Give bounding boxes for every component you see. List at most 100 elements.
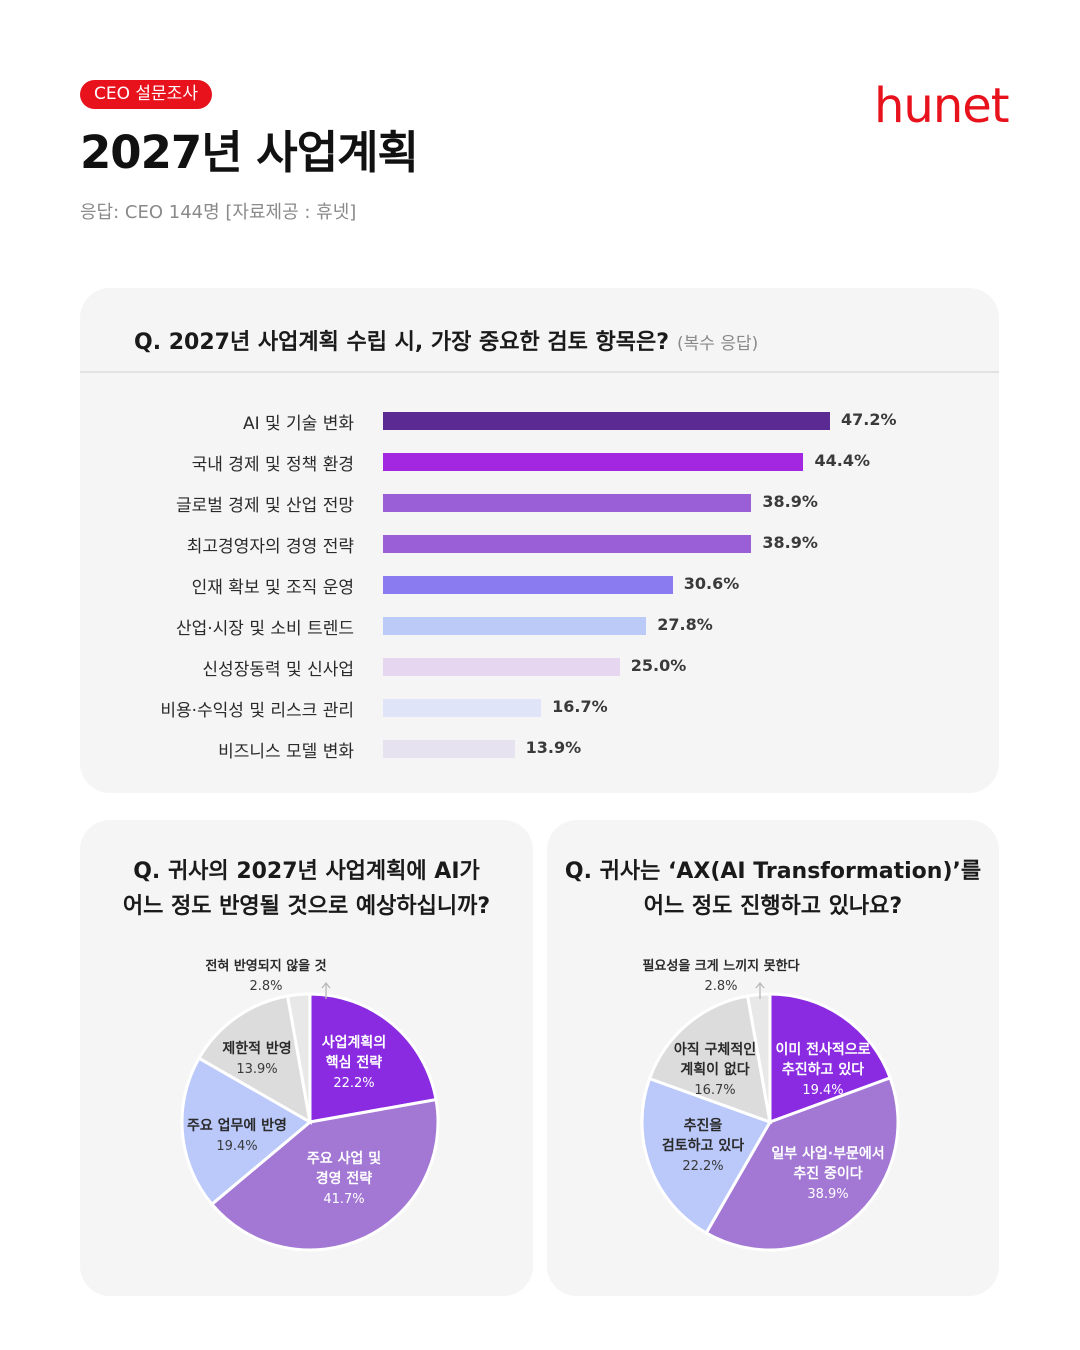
- pie-panel-ax-progress: Q. 귀사는 ‘AX(AI Transformation)’를 어느 정도 진행…: [547, 820, 999, 1296]
- page-title: 2027년 사업계획: [80, 126, 419, 179]
- multiple-response-note: (복수 응답): [677, 334, 759, 354]
- bar-category-label: 국내 경제 및 정책 환경: [191, 455, 354, 475]
- bar-value-label: 38.9%: [762, 533, 818, 552]
- pie-label-text: 검토하고 있다: [662, 1137, 744, 1154]
- pie-slice-label: 필요성을 크게 느끼지 못한다 2.8%: [642, 958, 800, 999]
- pie-slice-label: 주요 사업 및경영 전략 41.7%: [307, 1150, 381, 1207]
- bar-value-label: 16.7%: [552, 697, 608, 716]
- pointer-arrow: [321, 981, 331, 999]
- pie-label-text: 추진 중이다: [793, 1165, 862, 1182]
- bar-question: Q. 2027년 사업계획 수립 시, 가장 중요한 검토 항목은? (복수 응답…: [134, 324, 758, 356]
- bar: [383, 412, 830, 430]
- pie1-question-line1: Q. 귀사의 2027년 사업계획에 AI가: [133, 859, 480, 884]
- bar-value-label: 13.9%: [525, 738, 582, 757]
- pie-slice: [196, 994, 313, 1125]
- pie-panel-ai-reflection: Q. 귀사의 2027년 사업계획에 AI가 어느 정도 반영될 것으로 예상하…: [80, 820, 533, 1296]
- bar-category-label: 산업·시장 및 소비 트렌드: [175, 619, 354, 639]
- bar-value-label: 27.8%: [657, 615, 713, 634]
- pointer-arrow: [755, 981, 765, 999]
- pie-value-text: 2.8%: [249, 979, 282, 994]
- bar-value-label: 38.9%: [762, 492, 818, 511]
- pie-label-text: 전혀 반영되지 않을 것: [205, 958, 326, 974]
- bar-category-label: 비즈니스 모델 변화: [218, 742, 354, 762]
- pie-value-text: 19.4%: [802, 1083, 843, 1098]
- bar-value-label: 25.0%: [630, 656, 687, 675]
- bar-value-label: 47.2%: [841, 410, 897, 429]
- bar-row: 신성장동력 및 신사업 25.0%: [80, 656, 999, 680]
- bar-row: 산업·시장 및 소비 트렌드 27.8%: [80, 615, 999, 639]
- pie-slice: [704, 1075, 900, 1252]
- bar: [383, 494, 752, 512]
- bar-category-label: 인재 확보 및 조직 운영: [191, 578, 354, 598]
- bar: [383, 535, 752, 553]
- respondents-note: 응답: CEO 144명 [자료제공 : 휴넷]: [80, 202, 357, 223]
- pie-slice: [647, 994, 772, 1125]
- pie-label-text: 계획이 없다: [680, 1061, 749, 1078]
- pie-label-text: 일부 사업·부문에서: [771, 1146, 884, 1162]
- bar-row: 비즈니스 모델 변화 13.9%: [80, 738, 999, 762]
- pie-label-text: 추진을: [684, 1117, 723, 1134]
- bar: [383, 699, 542, 717]
- bar: [383, 740, 515, 758]
- pie-value-text: 2.8%: [704, 979, 737, 994]
- pie-label-text: 핵심 전략: [326, 1054, 383, 1071]
- bar: [383, 658, 620, 676]
- pie-value-text: 22.2%: [682, 1159, 723, 1174]
- divider: [80, 371, 999, 373]
- bar-category-label: 신성장동력 및 신사업: [202, 660, 354, 680]
- pie-label-text: 필요성을 크게 느끼지 못한다: [642, 958, 799, 974]
- bar-value-label: 30.6%: [683, 574, 740, 593]
- pie-label-text: 경영 전략: [316, 1170, 373, 1187]
- pie-value-text: 16.7%: [694, 1083, 735, 1098]
- bar-row: 인재 확보 및 조직 운영 30.6%: [80, 574, 999, 598]
- pie2-question-line1: Q. 귀사는 ‘AX(AI Transformation)’를: [564, 859, 982, 884]
- bar: [383, 576, 673, 594]
- pie-label-text: 아직 구체적인: [674, 1041, 756, 1058]
- pie-label-text: 주요 업무에 반영: [187, 1117, 287, 1134]
- pie1-question-line2: 어느 정도 반영될 것으로 예상하십니까?: [122, 894, 491, 919]
- bar-row: AI 및 기술 변화 47.2%: [80, 410, 999, 434]
- bar-category-label: 최고경영자의 경영 전략: [186, 537, 354, 557]
- bar-chart-panel: Q. 2027년 사업계획 수립 시, 가장 중요한 검토 항목은? (복수 응답…: [80, 288, 999, 793]
- pie-label-text: 제한적 반영: [222, 1040, 291, 1057]
- pie-slice: [640, 1076, 773, 1236]
- pie-slice-label: 제한적 반영 13.9%: [222, 1040, 291, 1077]
- bar-value-label: 44.4%: [814, 451, 870, 470]
- pie-slice-label: 주요 업무에 반영 19.4%: [187, 1117, 287, 1154]
- pie-slice: [285, 992, 312, 1123]
- hunet-logo: hunet: [874, 78, 1010, 134]
- bar-row: 최고경영자의 경영 전략 38.9%: [80, 533, 999, 557]
- pie-slice: [308, 992, 438, 1124]
- pie2-question-line2: 어느 정도 진행하고 있나요?: [643, 894, 903, 919]
- pie-value-text: 38.9%: [807, 1187, 848, 1202]
- bar: [383, 617, 647, 635]
- bar-category-label: 글로벌 경제 및 산업 전망: [175, 496, 354, 516]
- bar-row: 비용·수익성 및 리스크 관리 16.7%: [80, 697, 999, 721]
- pie-slice: [209, 1097, 440, 1252]
- pie-slice-label: 전혀 반영되지 않을 것 2.8%: [205, 958, 331, 999]
- pie-label-text: 이미 전사적으로: [775, 1041, 870, 1058]
- pie-label-text: 주요 사업 및: [307, 1150, 381, 1167]
- survey-badge: CEO 설문조사: [80, 80, 212, 109]
- pie-slice: [745, 992, 772, 1123]
- pie-label-text: 사업계획의: [322, 1034, 386, 1051]
- pie-label-text: 추진하고 있다: [782, 1061, 864, 1078]
- pie-value-text: 41.7%: [323, 1192, 364, 1207]
- bar-question-text: Q. 2027년 사업계획 수립 시, 가장 중요한 검토 항목은?: [134, 330, 670, 355]
- pie2-question: Q. 귀사는 ‘AX(AI Transformation)’를 어느 정도 진행…: [547, 854, 999, 924]
- bar-row: 글로벌 경제 및 산업 전망 38.9%: [80, 492, 999, 516]
- pie-value-text: 13.9%: [236, 1062, 277, 1077]
- bar-category-label: 비용·수익성 및 리스크 관리: [160, 701, 354, 721]
- pie-slice: [768, 992, 893, 1125]
- pie-value-text: 22.2%: [333, 1076, 374, 1091]
- bar-row: 국내 경제 및 정책 환경 44.4%: [80, 451, 999, 475]
- pie1-question: Q. 귀사의 2027년 사업계획에 AI가 어느 정도 반영될 것으로 예상하…: [80, 854, 533, 924]
- bar-category-label: AI 및 기술 변화: [242, 414, 354, 434]
- pie-slice: [180, 1056, 313, 1207]
